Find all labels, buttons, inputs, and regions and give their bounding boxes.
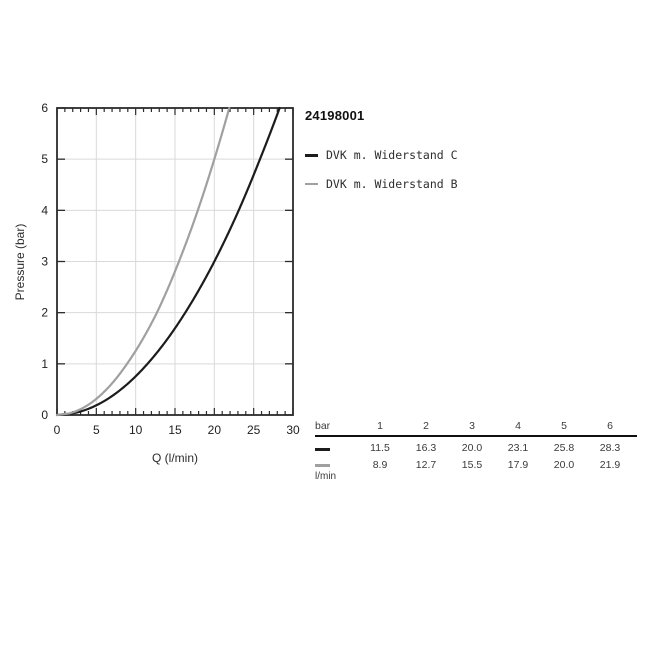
flow-value: 28.3 <box>599 442 621 454</box>
x-tick-label: 5 <box>93 423 100 437</box>
table-header-row: bar 1 2 3 4 5 6 <box>315 420 637 437</box>
row-symbol-cell: l/min <box>315 459 357 482</box>
x-tick-label: 15 <box>168 423 182 437</box>
y-tick-label: 4 <box>41 203 48 217</box>
flow-value: 23.1 <box>507 442 529 454</box>
table-header-bar: bar <box>315 420 331 432</box>
y-tick-label: 1 <box>41 357 48 371</box>
legend: DVK m. Widerstand C DVK m. Widerstand B <box>305 147 458 205</box>
flow-value: 11.5 <box>370 442 390 454</box>
table-unit-label: l/min <box>315 471 337 482</box>
series-c-line-sample-icon <box>315 448 330 451</box>
flow-value: 12.7 <box>415 459 437 471</box>
x-tick-label: 25 <box>247 423 261 437</box>
x-tick-label: 20 <box>208 423 222 437</box>
flow-value: 20.0 <box>553 459 575 471</box>
series-curve-c <box>55 106 281 417</box>
y-tick-label: 6 <box>41 101 48 115</box>
series-b-line-sample-icon <box>315 464 330 467</box>
x-tick-label: 10 <box>129 423 143 437</box>
table-header-col-5: 5 <box>561 420 567 432</box>
table-header-col-4: 4 <box>515 420 521 432</box>
table-row-series-b: l/min 8.9 12.7 15.5 17.9 20.0 21.9 <box>315 459 637 482</box>
flow-rate-table: bar 1 2 3 4 5 6 11.5 16.3 20.0 23.1 25.8… <box>315 420 637 482</box>
chart-canvas: 0 5 10 15 20 25 30 0 1 2 3 4 5 6 <box>41 101 300 437</box>
table-header-col-6: 6 <box>607 420 613 432</box>
flow-value: 25.8 <box>553 442 575 454</box>
y-axis-label: Pressure (bar) <box>13 223 27 301</box>
series-curve-b <box>55 106 231 417</box>
legend-label: DVK m. Widerstand C <box>326 148 458 162</box>
table-body: 11.5 16.3 20.0 23.1 25.8 28.3 l/min 8.9 … <box>315 442 637 482</box>
flow-value: 21.9 <box>599 459 621 471</box>
table-row-series-c: 11.5 16.3 20.0 23.1 25.8 28.3 <box>315 442 637 454</box>
flow-value: 16.3 <box>415 442 437 454</box>
x-axis-label: Q (l/min) <box>152 451 198 465</box>
pressure-flow-chart: 0 5 10 15 20 25 30 0 1 2 3 4 5 6 Pressure (bar) Q (l/… <box>13 101 458 465</box>
table-header-col-1: 1 <box>377 420 383 432</box>
table-header-col-2: 2 <box>423 420 429 432</box>
flow-value: 20.0 <box>461 442 483 454</box>
legend-item-widerstand-c: DVK m. Widerstand C <box>305 147 458 163</box>
flow-value: 8.9 <box>372 459 388 471</box>
flow-value: 15.5 <box>461 459 483 471</box>
x-tick-label: 0 <box>54 423 61 437</box>
table-header-col-3: 3 <box>469 420 475 432</box>
legend-label: DVK m. Widerstand B <box>326 177 458 191</box>
y-tick-label: 5 <box>41 152 48 166</box>
plot-frame <box>56 107 294 416</box>
row-symbol-cell <box>315 442 357 454</box>
series-c-line-sample-icon <box>305 153 318 157</box>
x-tick-label: 30 <box>286 423 300 437</box>
series-b-line-sample-icon <box>305 183 318 185</box>
y-tick-label: 2 <box>41 306 48 320</box>
y-tick-label: 3 <box>41 255 48 269</box>
product-number-title: 24198001 <box>305 108 365 123</box>
y-tick-label: 0 <box>41 408 48 422</box>
legend-item-widerstand-b: DVK m. Widerstand B <box>305 176 458 192</box>
flow-value: 17.9 <box>507 459 529 471</box>
